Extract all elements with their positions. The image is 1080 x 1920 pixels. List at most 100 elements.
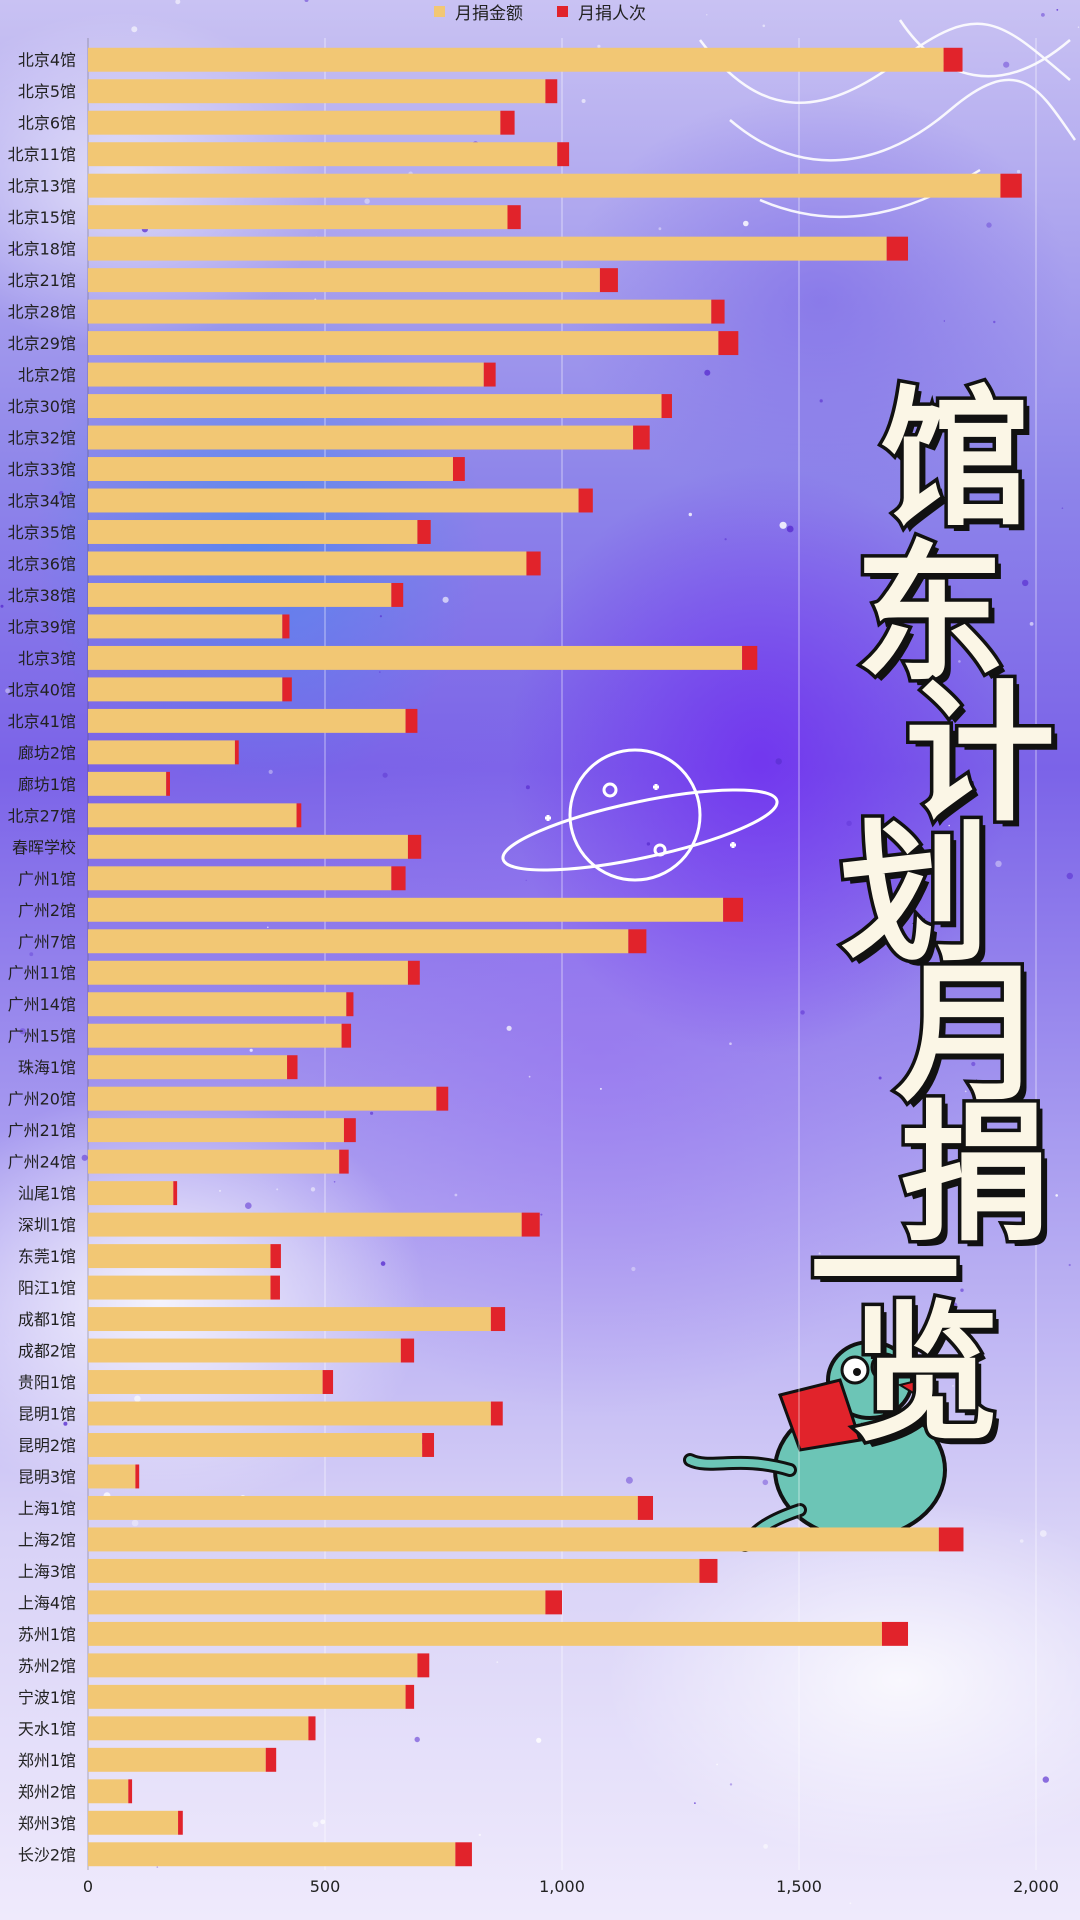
legend: 月捐金额 月捐人次 [0,0,1080,24]
speckle [631,1266,636,1272]
title-char-7: 一 [806,1188,963,1362]
bar-amount [88,1464,136,1489]
bar-amount [88,1118,344,1143]
bar-count [343,1118,356,1143]
speckle [414,1736,420,1743]
bar-amount [88,1023,342,1048]
bar-amount [88,1433,423,1457]
category-label: 广州20馆 [8,1090,76,1109]
speckle [943,320,945,322]
bar-count [490,1307,506,1332]
speckle [536,1737,542,1743]
speckle [1039,1530,1047,1537]
category-label: 北京21馆 [8,271,76,290]
speckle [81,1154,88,1161]
speckle [219,1189,221,1192]
category-label: 北京38馆 [8,586,76,605]
bar-count [282,677,292,702]
bar-amount [88,457,453,481]
bar-amount [88,1779,129,1804]
speckle [993,320,996,324]
speckle [948,824,950,827]
bar-count [711,299,725,324]
bar-amount [88,331,719,356]
speckle [364,198,370,204]
bar-count [391,582,404,607]
category-labels: 北京4馆北京5馆北京6馆北京11馆北京13馆北京15馆北京18馆北京21馆北京2… [8,51,76,1865]
category-label: 北京34馆 [8,492,76,511]
category-label: 广州24馆 [8,1153,76,1172]
bar-count [166,771,170,796]
speckle [48,1470,53,1475]
category-label: 廊坊2馆 [18,743,76,762]
bar-count [346,992,354,1017]
category-label: 成都2馆 [18,1342,76,1361]
legend-label-amount: 月捐金额 [455,3,523,24]
speckle [268,769,273,775]
speckle [1029,622,1034,626]
speckle [175,0,181,5]
bar-amount [88,929,629,954]
legend-swatch-amount [434,5,445,17]
bar-amount [88,582,392,607]
category-label: 北京41馆 [8,712,76,731]
bar-count [339,1149,349,1174]
category-label: 北京13馆 [8,177,76,196]
bar-count [341,1023,352,1048]
speckle [131,1519,139,1527]
bar-count [407,834,422,859]
bar-count [578,488,593,513]
bar-amount [88,205,508,230]
bar-count [405,708,418,733]
bar-count [270,1275,280,1300]
bar-count [178,1810,183,1835]
bar-amount [88,1401,491,1426]
bar-amount [88,645,743,670]
category-label: 北京3馆 [18,649,76,668]
bar-amount [88,1338,401,1363]
category-label: 珠海1馆 [18,1058,76,1077]
speckle [540,1213,543,1216]
bar-amount [88,677,283,702]
title-char-1: 馆 [876,373,1033,547]
x-axis-ticks: 0 500 1,000 1,500 2,000 [83,1877,1059,1896]
legend-swatch-count [557,5,568,17]
planet-icon [501,748,779,882]
category-label: 北京35馆 [8,523,76,542]
category-label: 广州14馆 [8,995,76,1014]
category-label: 上海4馆 [18,1593,76,1612]
speckle [729,1783,733,1786]
bar-count [436,1086,449,1111]
bar-amount [88,1653,418,1678]
bar-amount [88,1621,882,1646]
speckle [525,879,527,882]
bar-amount [88,1212,522,1237]
bar-count [308,1716,316,1741]
speckle [442,596,449,603]
speckle [156,1866,159,1868]
bar-count [417,1653,430,1678]
speckle [1019,1539,1024,1543]
title-char-2: 东 [851,528,1008,702]
category-label: 北京11馆 [8,145,76,164]
bar-amount [88,740,235,765]
speckle [951,1302,958,1308]
category-label: 北京32馆 [8,429,76,448]
bars [88,47,1022,1867]
speckle [1016,169,1021,174]
bar-amount [88,1716,309,1741]
speckle [846,820,852,826]
category-label: 昆明2馆 [18,1436,76,1455]
bar-amount [88,614,283,639]
category-label: 上海2馆 [18,1530,76,1549]
bar-amount [88,142,558,167]
speckle [134,1395,141,1402]
category-label: 北京28馆 [8,303,76,322]
speckle [320,1819,326,1825]
category-label: 贵阳1馆 [18,1373,76,1392]
speckle [1066,872,1074,880]
bar-amount [88,1149,340,1174]
category-label: 春晖学校 [12,838,76,857]
category-label: 成都1馆 [18,1310,76,1329]
bar-count [400,1338,415,1363]
